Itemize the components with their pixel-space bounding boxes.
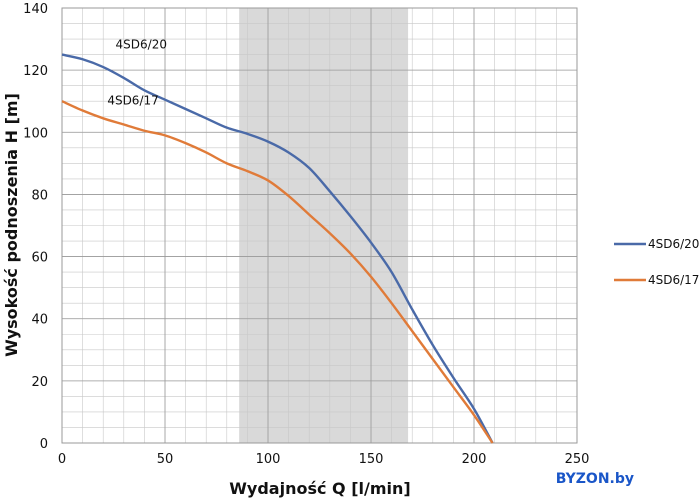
x-axis-title: Wydajność Q [l/min] — [229, 479, 410, 498]
legend: 4SD6/20 4SD6/17 — [614, 237, 699, 287]
series-layer — [61, 53, 494, 444]
x-tick-label: 50 — [157, 452, 174, 467]
x-tick-label: 150 — [359, 452, 384, 467]
y-tick-label: 40 — [31, 313, 48, 328]
y-tick-label: 100 — [23, 126, 48, 141]
y-tick-label: 0 — [40, 437, 48, 452]
curve-label: 4SD6/17 — [107, 93, 158, 107]
x-tick-labels: 0 50 100 150 200 250 — [58, 452, 590, 467]
series-line-4SD6/17 — [61, 100, 494, 444]
watermark: BYZON.by — [555, 471, 634, 487]
x-tick-label: 100 — [256, 452, 281, 467]
y-tick-labels: 0 20 40 60 80 100 120 140 — [23, 2, 48, 452]
y-tick-label: 140 — [23, 2, 48, 17]
x-tick-label: 250 — [565, 452, 590, 467]
curve-label: 4SD6/20 — [116, 37, 167, 51]
x-tick-label: 200 — [462, 452, 487, 467]
x-tick-label: 0 — [58, 452, 66, 467]
y-axis-title: Wysokość podnoszenia H [m] — [2, 93, 21, 357]
curve-labels: 4SD6/20 4SD6/17 — [107, 37, 167, 107]
y-tick-label: 60 — [31, 251, 48, 266]
legend-label: 4SD6/17 — [648, 273, 699, 287]
y-tick-label: 20 — [31, 375, 48, 390]
series-line-4SD6/20 — [61, 53, 494, 444]
plot-frame — [61, 7, 578, 444]
y-tick-label: 80 — [31, 188, 48, 203]
legend-label: 4SD6/20 — [648, 237, 699, 251]
y-tick-label: 120 — [23, 64, 48, 79]
